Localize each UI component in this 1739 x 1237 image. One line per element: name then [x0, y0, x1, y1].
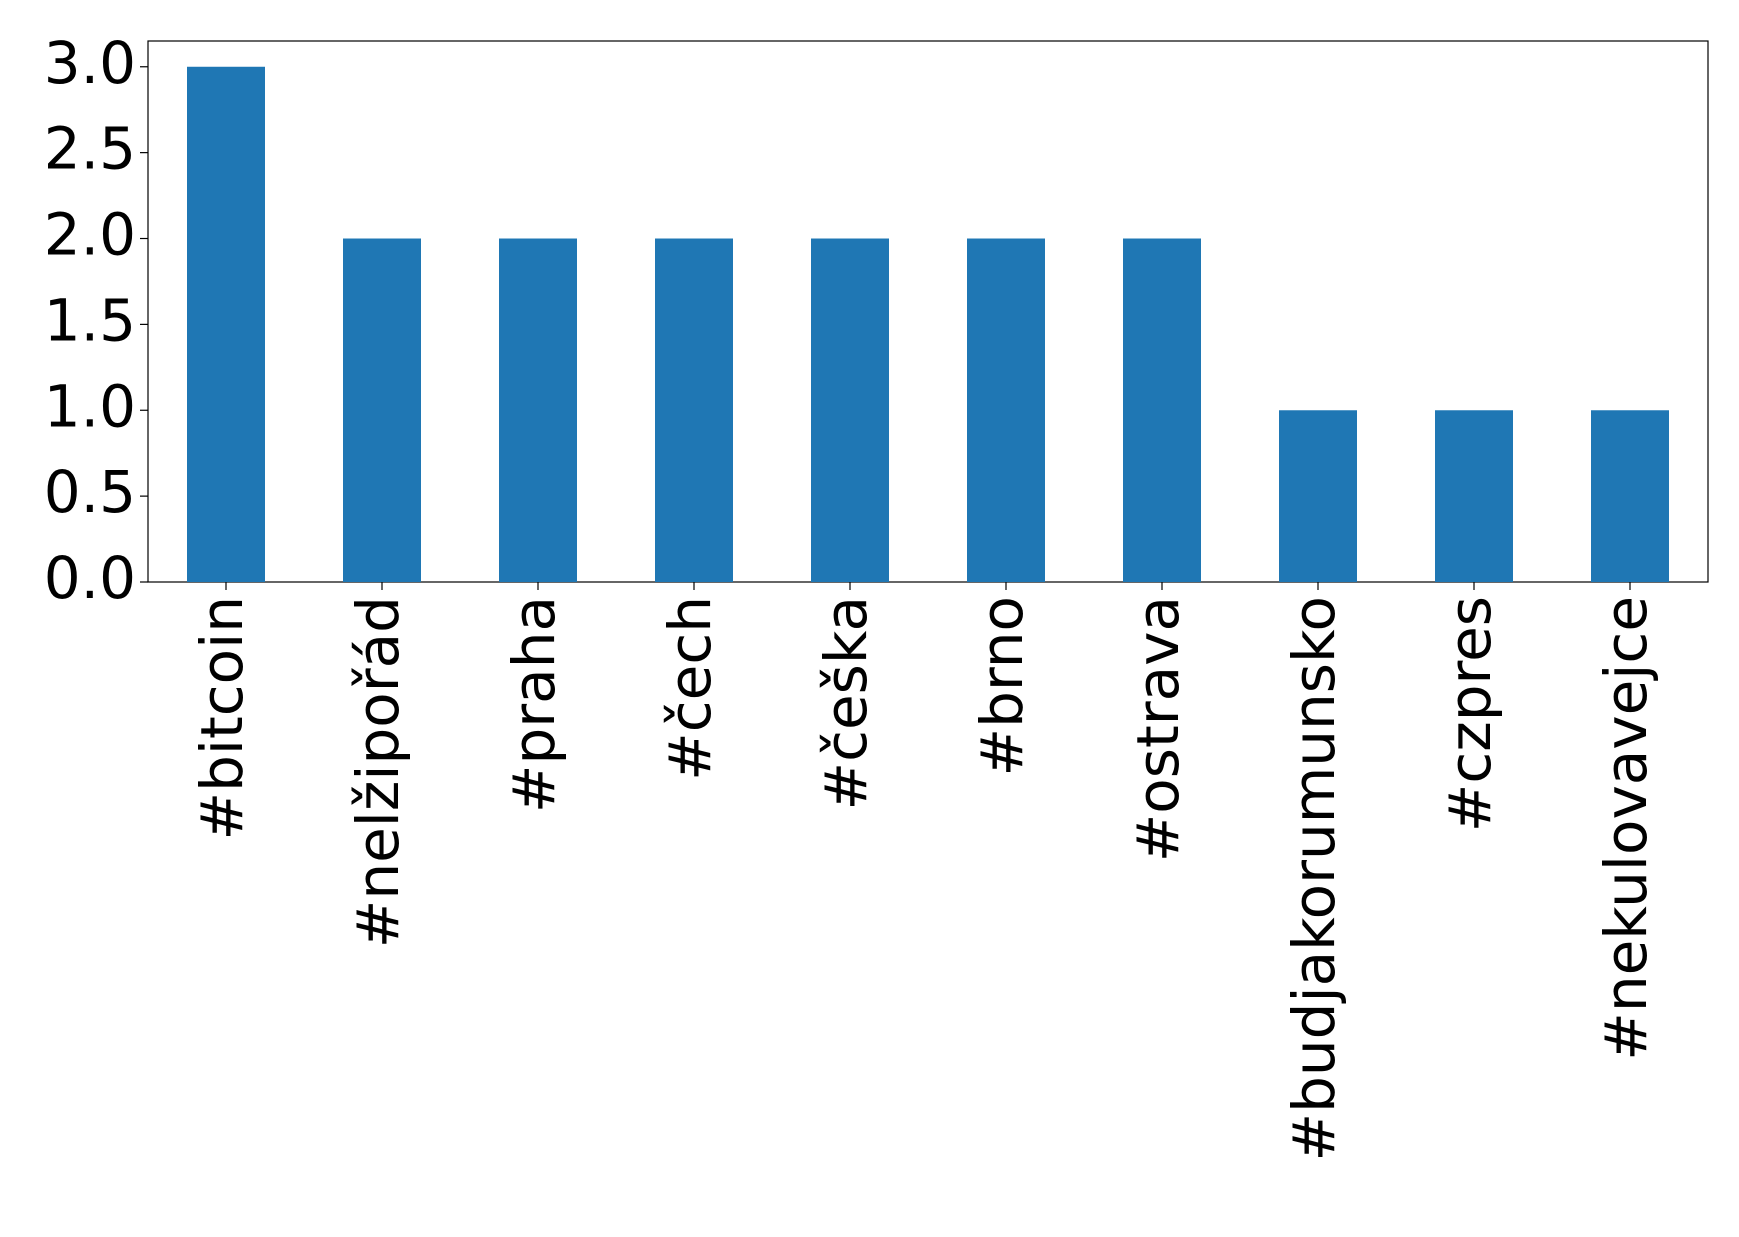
x-tick-label: #čech	[656, 596, 724, 781]
y-tick-label: 0.0	[44, 544, 136, 612]
bar	[187, 66, 265, 582]
bar	[1279, 410, 1357, 582]
x-tick-label: #nelžipořád	[344, 596, 412, 948]
bar	[1591, 410, 1669, 582]
bar	[655, 238, 733, 582]
bar	[499, 238, 577, 582]
x-tick-label: #budjakorumunsko	[1280, 596, 1348, 1162]
bar	[1123, 238, 1201, 582]
y-tick-label: 3.0	[44, 29, 136, 97]
axes-frame	[147, 40, 1709, 583]
x-tick-label: #brno	[968, 596, 1036, 777]
x-tick-label: #bitcoin	[188, 596, 256, 841]
x-tick-label: #ostrava	[1124, 596, 1192, 862]
y-tick-label: 2.5	[44, 115, 136, 183]
y-tick-label: 1.0	[44, 372, 136, 440]
x-tick-label: #czpres	[1436, 596, 1504, 832]
bar	[343, 238, 421, 582]
bar	[967, 238, 1045, 582]
x-tick-label: #praha	[500, 596, 568, 813]
x-tick-label: #nekulovavejce	[1592, 596, 1660, 1061]
bar	[811, 238, 889, 582]
bar	[1435, 410, 1513, 582]
y-tick-label: 0.5	[44, 458, 136, 526]
y-tick-label: 2.0	[44, 201, 136, 269]
y-tick-label: 1.5	[44, 286, 136, 354]
x-tick-label: #češka	[812, 596, 880, 811]
